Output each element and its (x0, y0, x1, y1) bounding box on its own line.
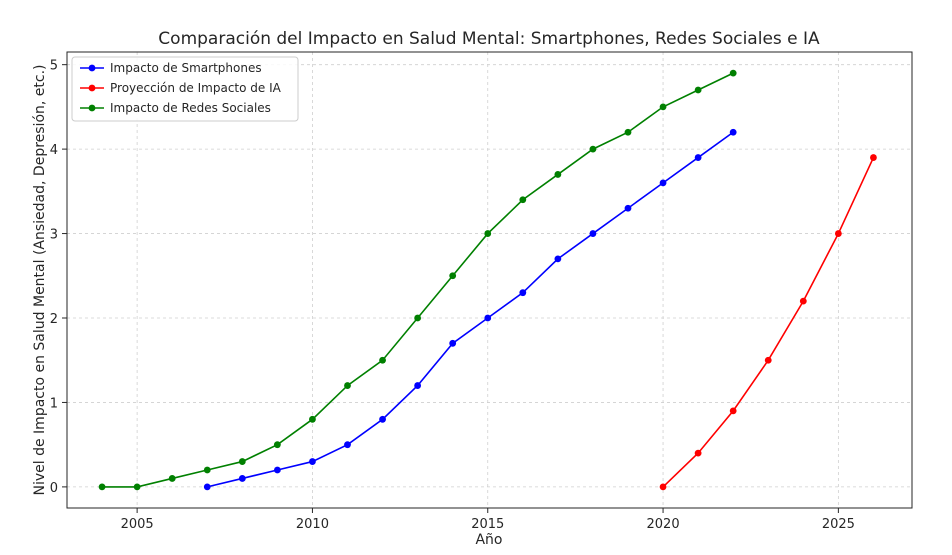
data-point (659, 483, 667, 491)
legend-label: Impacto de Smartphones (110, 61, 262, 75)
data-point (624, 128, 632, 136)
ticks-layer: 2005 2010 2015 2020 2025 0 1 2 3 4 5 (50, 59, 855, 532)
data-point (484, 314, 492, 322)
data-point (764, 356, 772, 364)
data-point (694, 154, 702, 161)
data-point (98, 483, 106, 491)
y-axis-label: Nivel de Impacto en Salud Mental (Ansied… (32, 65, 48, 496)
y-tick-label: 4 (50, 143, 58, 158)
data-point (133, 483, 141, 491)
data-point (729, 407, 737, 415)
legend: Impacto de Smartphones Proyección de Impa… (71, 56, 299, 122)
data-point (870, 154, 877, 161)
data-point (624, 204, 632, 212)
x-tick-label: 2005 (121, 517, 154, 532)
chart-title: Comparación del Impacto en Salud Mental:… (158, 29, 820, 49)
data-point (414, 314, 422, 322)
data-point (273, 441, 281, 449)
data-point (519, 196, 527, 204)
data-point (729, 69, 737, 77)
legend-marker (88, 84, 96, 92)
data-point (449, 272, 457, 280)
data-point (834, 230, 842, 237)
data-point (168, 475, 176, 482)
x-tick-label: 2010 (296, 517, 329, 532)
data-point (554, 171, 562, 178)
series-0 (203, 128, 737, 491)
data-point (379, 415, 386, 423)
data-point (589, 145, 597, 153)
plot-frame (66, 51, 913, 509)
y-tick-label: 1 (50, 396, 58, 411)
x-tick-label: 2020 (647, 517, 680, 532)
x-tick-label: 2025 (822, 517, 855, 532)
legend-label: Impacto de Redes Sociales (110, 101, 271, 115)
data-point (589, 230, 597, 237)
data-point (273, 466, 281, 474)
data-point (519, 289, 527, 297)
y-tick-label: 5 (50, 59, 58, 74)
y-tick-label: 3 (50, 228, 58, 243)
data-point (554, 255, 562, 263)
data-point (344, 382, 351, 389)
data-point (238, 458, 246, 465)
data-point (659, 103, 667, 111)
data-point (238, 475, 246, 482)
data-point (484, 230, 492, 237)
data-point (203, 483, 211, 491)
data-point (799, 297, 807, 305)
x-axis-label: Año (475, 532, 502, 548)
y-tick-label: 0 (50, 481, 58, 496)
legend-marker (88, 64, 96, 72)
series-line (662, 157, 875, 488)
data-point (694, 86, 702, 94)
data-point (309, 458, 316, 465)
data-point (379, 356, 386, 364)
data-point (449, 339, 457, 347)
series-layer (98, 69, 877, 491)
data-point (659, 179, 667, 187)
data-point (344, 441, 351, 449)
legend-marker (88, 104, 96, 112)
x-tick-label: 2015 (471, 517, 504, 532)
data-point (414, 382, 422, 389)
y-tick-label: 2 (50, 312, 58, 327)
legend-label: Proyección de Impacto de IA (110, 81, 282, 95)
data-point (203, 466, 211, 474)
data-point (694, 449, 702, 457)
data-point (309, 415, 316, 423)
series-2 (98, 69, 737, 491)
series-line (102, 72, 734, 488)
series-1 (659, 154, 877, 491)
series-line (207, 131, 734, 488)
data-point (729, 128, 737, 136)
legend-box (71, 56, 299, 122)
